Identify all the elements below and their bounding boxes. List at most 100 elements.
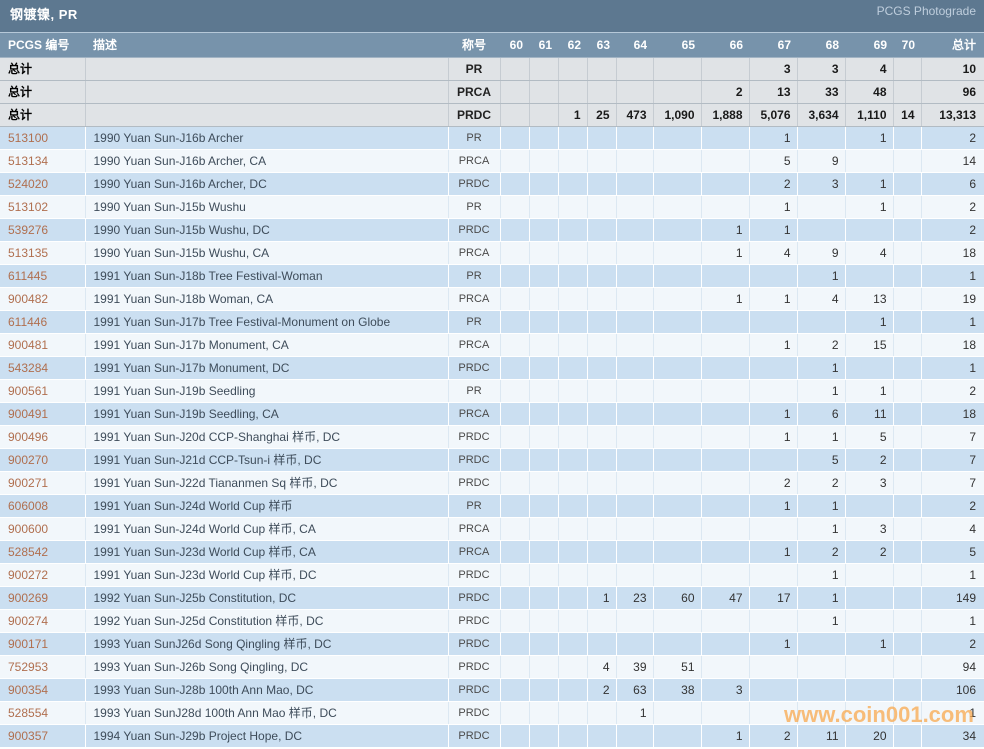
grade-cell-60 [500, 126, 530, 150]
row-total-cell: 2 [921, 195, 984, 219]
grade-cell-60 [500, 195, 530, 219]
designation-cell: PRDC [448, 701, 501, 725]
pcgs-number-link[interactable]: 900482 [8, 291, 49, 306]
grade-cell-64 [616, 356, 654, 380]
grade-cell-70 [893, 632, 922, 656]
pcgs-number-link[interactable]: 900561 [8, 383, 49, 398]
pcgs-number-link[interactable]: 900357 [8, 728, 49, 743]
grade-cell-65 [653, 632, 702, 656]
pcgs-number-link[interactable]: 900171 [8, 636, 49, 651]
grade-cell-62 [558, 609, 588, 633]
grade-cell-60 [500, 701, 530, 725]
grade-cell-70 [893, 724, 922, 748]
grade-cell-67: 13 [749, 80, 798, 104]
pcgs-number-link[interactable]: 528554 [8, 705, 49, 720]
grade-cell-65 [653, 356, 702, 380]
grade-cell-60 [500, 218, 530, 242]
grade-cell-67: 1 [749, 195, 798, 219]
grade-cell-63 [587, 356, 617, 380]
pcgs-number-link[interactable]: 900496 [8, 429, 49, 444]
grade-cell-66 [701, 425, 750, 449]
grade-cell-65 [653, 126, 702, 150]
table-row: 900491 1991 Yuan Sun-J19b Seedling, CA PRC… [0, 402, 984, 426]
row-total-cell: 2 [921, 218, 984, 242]
grade-cell-62 [558, 586, 588, 610]
pcgs-number-link[interactable]: 513100 [8, 130, 49, 145]
pcgs-number-cell: 900496 [0, 425, 86, 449]
pcgs-number-link[interactable]: 900600 [8, 521, 49, 536]
pcgs-number-link[interactable]: 513134 [8, 153, 49, 168]
grade-cell-66 [701, 149, 750, 173]
pcgs-number-link[interactable]: 900269 [8, 590, 49, 605]
pcgs-number-link[interactable]: 900271 [8, 475, 49, 490]
totals-label: 总计 [0, 103, 86, 127]
grade-cell-65 [653, 241, 702, 265]
grade-cell-66: 1 [701, 287, 750, 311]
grade-cell-64 [616, 379, 654, 403]
pcgs-number-link[interactable]: 752953 [8, 659, 49, 674]
totals-label: 总计 [0, 57, 86, 81]
grade-cell-69 [845, 356, 894, 380]
pcgs-photograde-link[interactable]: PCGS Photograde [876, 4, 976, 18]
row-total-cell: 19 [921, 287, 984, 311]
pcgs-number-link[interactable]: 900481 [8, 337, 49, 352]
grade-cell-62 [558, 310, 588, 334]
coin-description: 1990 Yuan Sun-J15b Wushu, DC [85, 218, 449, 242]
pcgs-number-link[interactable]: 524020 [8, 176, 49, 191]
pcgs-number-link[interactable]: 900354 [8, 682, 49, 697]
grade-cell-67 [749, 310, 798, 334]
coin-description: 1992 Yuan Sun-J25b Constitution, DC [85, 586, 449, 610]
table-row: 611446 1991 Yuan Sun-J17b Tree Festival-M… [0, 310, 984, 334]
page-title: 钢镀镍, PR [10, 7, 78, 22]
pcgs-number-cell: 900491 [0, 402, 86, 426]
pcgs-number-link[interactable]: 606008 [8, 498, 49, 513]
row-total-cell: 2 [921, 379, 984, 403]
grade-cell-62 [558, 57, 588, 81]
grade-cell-64: 473 [616, 103, 654, 127]
pcgs-number-link[interactable]: 900274 [8, 613, 49, 628]
table-row: 513102 1990 Yuan Sun-J15b Wushu PR 1 1 2 [0, 195, 984, 219]
pcgs-number-link[interactable]: 900272 [8, 567, 49, 582]
pcgs-number-link[interactable]: 539276 [8, 222, 49, 237]
grade-cell-69 [845, 609, 894, 633]
row-total-cell: 94 [921, 655, 984, 679]
grade-cell-68: 4 [797, 287, 846, 311]
grade-cell-68: 1 [797, 586, 846, 610]
grade-cell-66: 1 [701, 218, 750, 242]
designation-cell: PRCA [448, 540, 501, 564]
grade-cell-66 [701, 379, 750, 403]
pcgs-number-link[interactable]: 611446 [8, 314, 48, 329]
grade-cell-61 [529, 103, 559, 127]
grade-cell-70 [893, 563, 922, 587]
pcgs-number-link[interactable]: 513135 [8, 245, 49, 260]
grade-cell-67: 1 [749, 494, 798, 518]
grade-cell-68: 1 [797, 425, 846, 449]
pcgs-number-link[interactable]: 513102 [8, 199, 49, 214]
coin-description: 1992 Yuan Sun-J25d Constitution 样币, DC [85, 609, 449, 633]
designation-cell: PRDC [448, 609, 501, 633]
pcgs-number-cell: 900482 [0, 287, 86, 311]
table-row: 528542 1991 Yuan Sun-J23d World Cup 样币, C… [0, 540, 984, 564]
grade-cell-65: 1,090 [653, 103, 702, 127]
grade-cell-61 [529, 172, 559, 196]
pcgs-number-link[interactable]: 900270 [8, 452, 49, 467]
grade-cell-61 [529, 379, 559, 403]
grade-cell-64 [616, 195, 654, 219]
coin-description: 1991 Yuan Sun-J17b Monument, CA [85, 333, 449, 357]
table-row: 539276 1990 Yuan Sun-J15b Wushu, DC PRDC 1 1… [0, 218, 984, 242]
pcgs-number-link[interactable]: 611445 [8, 268, 48, 283]
designation-cell: PRDC [448, 356, 501, 380]
pcgs-number-link[interactable]: 543284 [8, 360, 49, 375]
pcgs-number-cell: 900270 [0, 448, 86, 472]
column-header-68: 68 [797, 33, 845, 58]
grade-cell-69 [845, 678, 894, 702]
grade-cell-68: 1 [797, 494, 846, 518]
grade-cell-61 [529, 356, 559, 380]
grade-cell-65 [653, 425, 702, 449]
column-header-63: 63 [587, 33, 616, 58]
grade-cell-67: 5,076 [749, 103, 798, 127]
grade-cell-63 [587, 241, 617, 265]
coin-description [85, 103, 449, 127]
pcgs-number-link[interactable]: 900491 [8, 406, 49, 421]
pcgs-number-link[interactable]: 528542 [8, 544, 49, 559]
